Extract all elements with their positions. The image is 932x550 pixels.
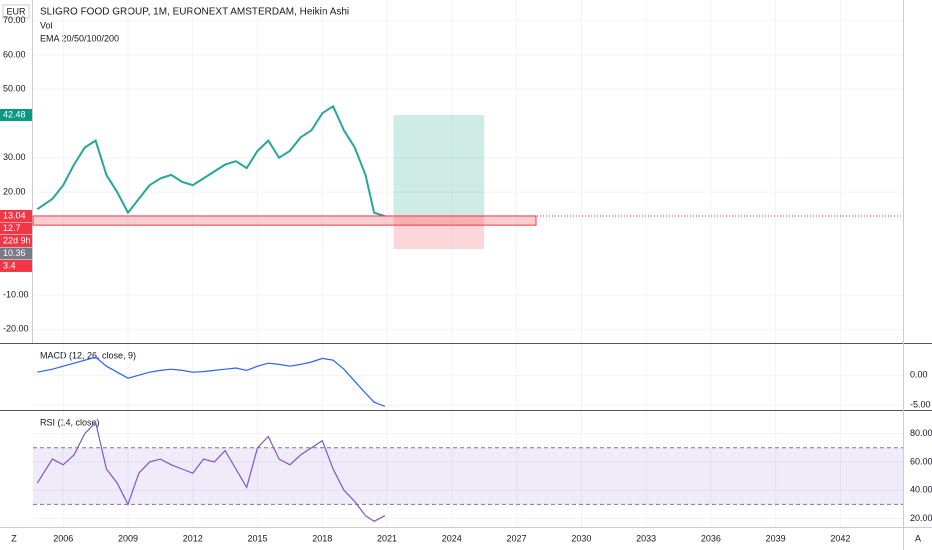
footer-right[interactable]: A — [915, 533, 921, 543]
y-tick-label: -20.00 — [3, 324, 29, 334]
y-tick-label: 0.00 — [910, 370, 928, 380]
x-tick-label: 2012 — [183, 533, 203, 543]
series-line — [36, 421, 386, 522]
price-tag-label: 13.04 — [3, 210, 26, 220]
target-zone — [393, 114, 485, 216]
x-tick-label: 2018 — [312, 533, 332, 543]
y-tick-label: 50.00 — [3, 84, 26, 94]
support-zone — [32, 215, 537, 226]
footer-left[interactable]: Z — [11, 533, 17, 543]
pane-title: RSI (14, close) — [40, 417, 100, 427]
price-tag — [0, 209, 32, 222]
series-line — [37, 356, 386, 407]
pane-title: MACD (12, 26, close, 9) — [40, 350, 136, 360]
price-tag-label: 10.36 — [3, 248, 26, 258]
price-tag — [0, 247, 32, 260]
price-tag — [0, 222, 32, 235]
series-line — [36, 104, 386, 218]
stop-zone — [393, 215, 485, 250]
x-tick-label: 2030 — [571, 533, 591, 543]
price-tag — [0, 234, 32, 247]
legend-item: Vol — [40, 20, 53, 30]
price-tag — [0, 259, 32, 272]
x-tick-label: 2021 — [377, 533, 397, 543]
price-tag-label: 22d 9h — [3, 235, 31, 245]
y-tick-label: -5.00 — [910, 400, 931, 410]
price-tag — [0, 108, 32, 121]
price-tag-label: 3.4 — [3, 260, 16, 270]
y-tick-label: 20.00 — [910, 513, 932, 523]
price-tag-label: 12.7 — [3, 223, 21, 233]
legend-item: EMA 20/50/100/200 — [40, 33, 119, 43]
y-tick-label: 80.00 — [910, 428, 932, 438]
x-tick-label: 2042 — [830, 533, 850, 543]
y-tick-label: 40.00 — [910, 485, 932, 495]
rsi-band — [33, 447, 903, 505]
x-tick-label: 2036 — [701, 533, 721, 543]
price-tag-label: 42.48 — [3, 109, 26, 119]
y-tick-label: -10.00 — [3, 289, 29, 299]
y-tick-label: 20.00 — [3, 186, 26, 196]
x-tick-label: 2033 — [636, 533, 656, 543]
y-tick-label: 60.00 — [3, 49, 26, 59]
x-tick-label: 2009 — [118, 533, 138, 543]
x-tick-label: 2015 — [248, 533, 268, 543]
y-tick-label: 60.00 — [910, 456, 932, 466]
x-tick-label: 2027 — [507, 533, 527, 543]
x-tick-label: 2024 — [442, 533, 462, 543]
currency: EUR — [6, 6, 26, 16]
chart-title: SLIGRO FOOD GROUP, 1M, EURONEXT AMSTERDA… — [40, 7, 349, 18]
currency-box — [2, 4, 30, 19]
x-tick-label: 2039 — [766, 533, 786, 543]
x-tick-label: 2006 — [53, 533, 73, 543]
y-tick-label: 30.00 — [3, 152, 26, 162]
y-tick-label: 70.00 — [3, 15, 26, 25]
